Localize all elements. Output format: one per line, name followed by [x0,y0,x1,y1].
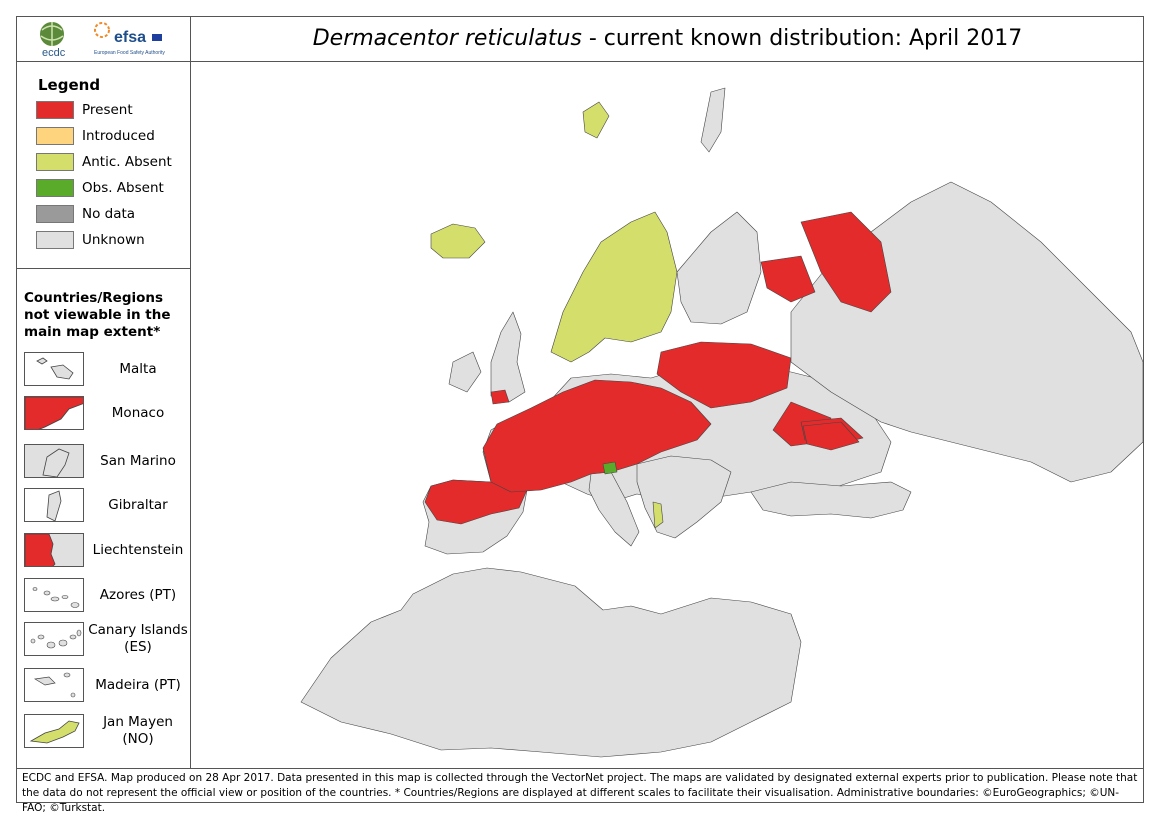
legend-label: Unknown [82,232,145,248]
legend-swatch-no-data [36,205,74,223]
region-iceland [430,223,486,259]
region-uk-present [490,389,510,405]
inset-label: Malta [119,360,157,377]
svg-text:efsa: efsa [114,29,146,46]
inset-map-azores [24,578,84,612]
inset-map-monaco [24,396,84,430]
svg-text:ecdc: ecdc [42,47,66,59]
inset-liechtenstein: Liechtenstein [24,533,189,569]
legend-swatch-present [36,101,74,119]
region-turkey [750,481,912,519]
title-species: Dermacentor reticulatus [312,26,582,51]
efsa-logo: efsa European Food Safety Authority [94,22,165,56]
legend-item-antic-absent: Antic. Absent [36,152,172,172]
inset-label: Madeira (PT) [95,676,181,693]
inset-label: San Marino [100,452,176,469]
inset-heading: Countries/Regions not viewable in the ma… [24,290,171,340]
region-scandinavia [550,211,678,363]
legend-swatch-unknown [36,231,74,249]
region-present-west-central [482,379,712,493]
region-present-east-central [656,341,792,409]
europe-map [300,87,1144,758]
region-ireland [448,351,482,393]
inset-label: Monaco [111,404,165,421]
legend-item-obs-absent: Obs. Absent [36,178,164,198]
inset-azores: Azores (PT) [24,578,189,614]
inset-map-madeira [24,668,84,702]
inset-label: Azores (PT) [99,586,177,603]
region-iberia-present [424,479,528,525]
inset-map-san-marino [24,444,84,478]
legend-label: Obs. Absent [82,180,164,196]
inset-monaco: Monaco [24,396,189,432]
legend-label: Introduced [82,128,155,144]
inset-madeira: Madeira (PT) [24,668,189,704]
inset-gibraltar: Gibraltar [24,488,189,524]
legend-item-unknown: Unknown [36,230,145,250]
legend-swatch-introduced [36,127,74,145]
legend-label: Present [82,102,133,118]
logo-area: ecdc efsa European Food Safety Authority [16,16,191,62]
main-map [191,62,1144,768]
svg-text:European Food Safety Authority: European Food Safety Authority [94,50,165,56]
legend-item-no-data: No data [36,204,135,224]
legend-title: Legend [38,76,101,94]
map-frame [16,16,1144,803]
legend-swatch-antic-absent [36,153,74,171]
legend-label: No data [82,206,136,222]
inset-malta: Malta [24,352,189,388]
legend-panel: Legend Present Introduced Antic. Absent … [16,62,191,768]
inset-canary-islands: Canary Islands (ES) [24,622,189,658]
region-finland [676,211,762,325]
legend-label: Antic. Absent [82,154,172,170]
legend-swatch-obs-absent [36,179,74,197]
inset-map-liechtenstein [24,533,84,567]
inset-map-canary-islands [24,622,84,656]
region-great-britain [490,311,526,403]
inset-label: Jan Mayen (NO) [103,714,173,747]
region-novaya-zemlya [700,87,726,153]
inset-map-gibraltar [24,488,84,522]
region-svalbard [582,101,610,139]
inset-map-jan-mayen [24,714,84,748]
title-rest: - current known distribution: April 2017 [581,26,1023,51]
inset-map-malta [24,352,84,386]
region-russia-present-north [800,211,892,313]
logos: ecdc efsa European Food Safety Authority [40,22,165,59]
inset-jan-mayen: Jan Mayen (NO) [24,714,189,750]
inset-label: Gibraltar [108,496,168,513]
ecdc-logo: ecdc [40,22,66,59]
map-title: Dermacentor reticulatus - current known … [313,26,1023,51]
region-slovenia-obs-absent [602,461,618,475]
region-caucasus-present [802,421,860,451]
region-italy [588,471,640,547]
map-footer: ECDC and EFSA. Map produced on 28 Apr 20… [16,768,1144,814]
title-bar: Dermacentor reticulatus - current known … [191,16,1144,62]
region-albania-antic-absent [652,501,664,529]
legend-item-introduced: Introduced [36,126,155,146]
inset-label: Canary Islands (ES) [88,622,188,655]
legend-divider [16,268,191,269]
region-balkans [636,455,732,539]
region-russia-present-mid [760,255,816,303]
inset-san-marino: San Marino [24,444,189,480]
inset-label: Liechtenstein [92,541,184,558]
region-north-africa [300,567,802,758]
legend-item-present: Present [36,100,133,120]
